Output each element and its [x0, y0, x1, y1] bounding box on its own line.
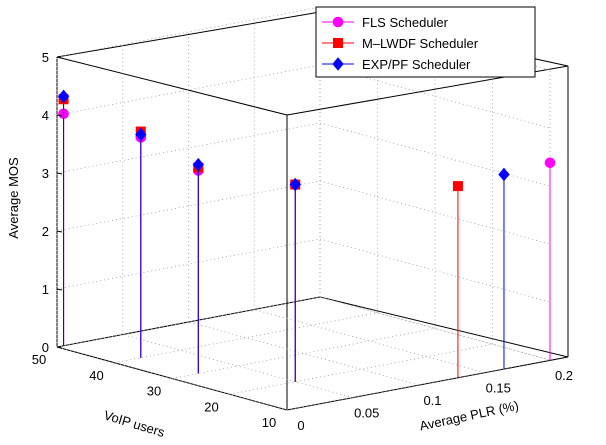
grid-line: [56, 6, 321, 58]
grid-line: [114, 312, 378, 364]
box-edge: [56, 11, 321, 58]
grid-line: [56, 238, 321, 290]
x-tick-label: 50: [32, 352, 46, 367]
y-tick-label: 0.1: [423, 393, 441, 408]
x-tick-label: 30: [147, 384, 161, 399]
grid-line: [56, 64, 321, 116]
x-tick-label: 40: [89, 368, 103, 383]
z-tick: [56, 114, 63, 117]
grid-line: [229, 343, 493, 395]
legend-label: FLS Scheduler: [362, 15, 449, 30]
legend: FLS Scheduler M–LWDF Scheduler EXP/PF Sche…: [315, 6, 536, 78]
z-tick-label: 0: [42, 340, 49, 355]
grid-line: [286, 359, 551, 411]
grid-line: [56, 180, 321, 232]
box-edge: [319, 296, 569, 358]
data-point-diamond: [57, 89, 70, 104]
grid-line: [188, 321, 419, 386]
legend-box: [315, 6, 536, 78]
grid-line: [171, 328, 436, 379]
z-tick: [56, 172, 63, 175]
z-tick: [56, 56, 63, 59]
data-point-diamond: [289, 177, 301, 192]
box-edge: [56, 56, 288, 116]
grid-line: [56, 296, 321, 348]
legend-marker-square: [333, 38, 343, 48]
data-point-circle: [544, 157, 556, 169]
legend-label: M–LWDF Scheduler: [362, 36, 479, 51]
legend-marker-diamond: [332, 57, 344, 71]
data-point-diamond: [135, 127, 147, 142]
x-axis-label: VoIP users: [102, 407, 167, 440]
z-tick: [56, 288, 63, 291]
x-tick-label: 20: [204, 399, 218, 414]
z-tick-label: 5: [42, 50, 49, 65]
z-tick: [56, 230, 63, 233]
box-edge: [286, 356, 569, 411]
y-tick-label: 0.2: [555, 368, 573, 383]
z-tick-label: 3: [42, 166, 49, 181]
y-tick-label: 0.05: [354, 406, 379, 421]
data-point-diamond: [498, 167, 510, 182]
y-tick-label: 0.15: [486, 381, 511, 396]
z-tick-label: 1: [42, 282, 49, 297]
data-point-diamond: [192, 157, 204, 172]
data-stems: [57, 89, 556, 382]
z-axis-label: Average MOS: [6, 157, 21, 239]
y-tick-label: 0: [297, 418, 304, 433]
z-tick: [56, 346, 63, 349]
grid-line: [56, 122, 321, 174]
legend-marker-circle: [332, 16, 344, 28]
legend-label: EXP/PF Scheduler: [362, 57, 471, 72]
z-tick-label: 4: [42, 108, 49, 123]
x-tick-label: 10: [262, 415, 276, 430]
data-point-square: [452, 181, 463, 192]
z-tick-label: 2: [42, 224, 49, 239]
